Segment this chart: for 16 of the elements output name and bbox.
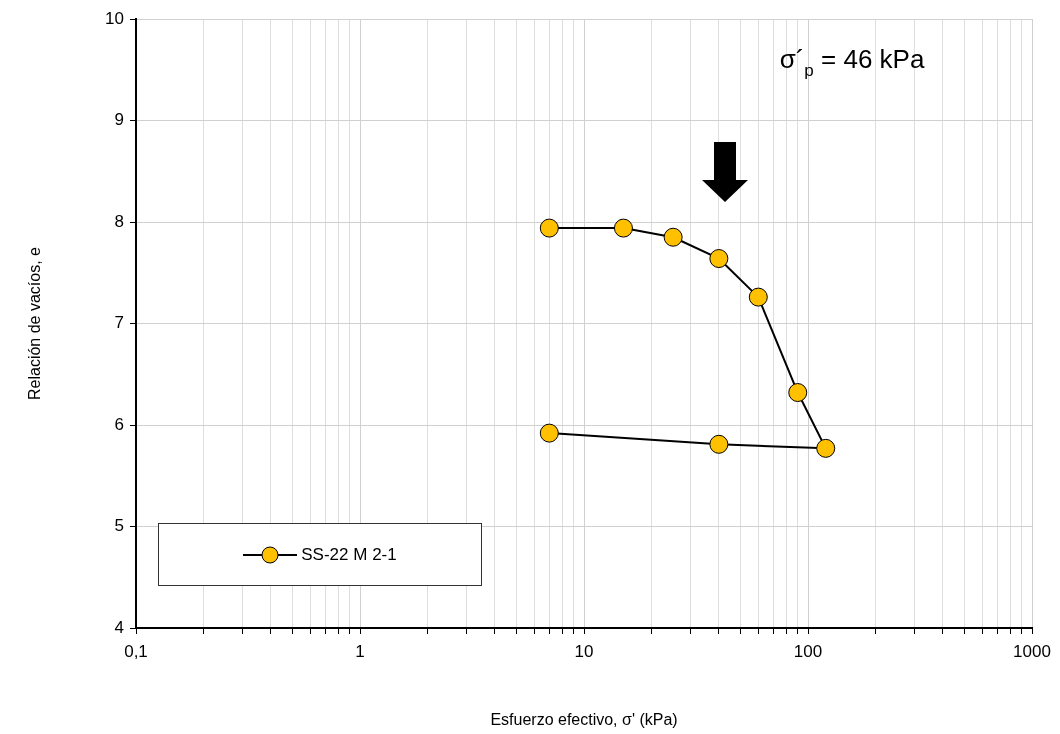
x-tick-label: 100 xyxy=(793,641,823,661)
x-tick-label: 1000 xyxy=(1013,641,1051,661)
x-axis-title: Esfuerzo efectivo, σ' (kPa) xyxy=(490,710,678,728)
y-tick-label: 9 xyxy=(114,110,124,130)
y-axis-title: Relación de vacíos, e xyxy=(26,246,44,400)
y-tick-label: 10 xyxy=(105,8,124,28)
y-tick-label: 5 xyxy=(114,516,124,536)
x-tick-label: 10 xyxy=(574,641,594,661)
y-tick-label: 7 xyxy=(114,313,124,333)
x-tick-label: 0,1 xyxy=(124,641,148,661)
y-tick-label: 6 xyxy=(114,414,124,434)
y-tick-label: 8 xyxy=(114,211,124,231)
x-tick-label: 1 xyxy=(355,641,365,661)
legend: SS-22 M 2-1 xyxy=(158,523,482,586)
legend-label: SS-22 M 2-1 xyxy=(301,544,397,565)
y-tick-label: 4 xyxy=(114,617,124,637)
